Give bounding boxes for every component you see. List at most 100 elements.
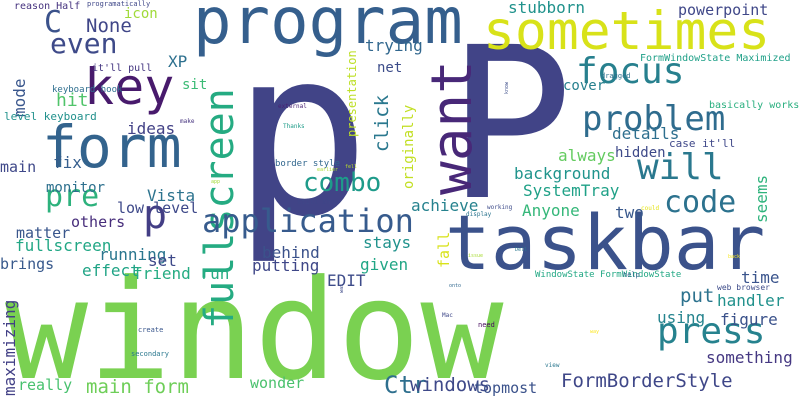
cloud-word: P <box>447 2 574 247</box>
cloud-word: monitor <box>46 180 106 196</box>
cloud-word: pre <box>45 179 100 214</box>
cloud-word: press <box>657 311 766 352</box>
cloud-word: it'll pull <box>92 63 153 74</box>
cloud-word: hidden <box>615 145 666 161</box>
cloud-word: back <box>728 254 741 260</box>
cloud-word: SystemTray <box>523 181 620 200</box>
cloud-word: main <box>0 158 37 176</box>
cloud-word: put <box>680 285 715 307</box>
cloud-word: web browser <box>717 283 770 292</box>
cloud-word: fix <box>53 153 82 172</box>
cloud-word: could <box>641 205 660 212</box>
cloud-word: Vista <box>147 186 196 205</box>
cloud-word: onto <box>449 283 462 289</box>
cloud-word: C <box>44 5 63 40</box>
cloud-word: behind <box>262 243 320 262</box>
cloud-word: FormWindowState Maximized <box>640 53 791 64</box>
cloud-word: combo <box>303 168 382 198</box>
cloud-word: reason Half <box>14 1 81 12</box>
cloud-word: really <box>18 376 73 394</box>
cloud-word: even <box>50 27 118 60</box>
cloud-word: Dell <box>515 247 528 253</box>
cloud-word: level keyboard <box>4 110 97 123</box>
cloud-word: topmost <box>474 379 538 397</box>
cloud-word: fell <box>345 164 358 170</box>
cloud-word: given <box>360 255 409 274</box>
cloud-word: fullscreen <box>15 236 112 255</box>
cloud-word: maximizing <box>0 299 19 396</box>
cloud-word: p <box>143 192 168 238</box>
cloud-word: windows <box>410 374 491 396</box>
cloud-word: help <box>623 271 640 279</box>
cloud-word: figure <box>720 310 778 329</box>
cloud-word: EDIT <box>327 271 366 290</box>
cloud-word: presentation <box>345 50 359 137</box>
cloud-word: need <box>478 321 495 329</box>
cloud-word: taskbar <box>445 198 766 287</box>
cloud-word: working <box>487 204 513 211</box>
cloud-word: friend run <box>133 264 230 283</box>
cloud-word: case it'll <box>669 137 736 150</box>
cloud-word: effect <box>82 261 140 280</box>
cloud-word: something <box>706 348 793 367</box>
cloud-word: know <box>504 81 510 94</box>
cloud-word: programatically <box>87 0 151 8</box>
cloud-word: set <box>148 251 177 270</box>
cloud-word: None <box>86 15 132 37</box>
cloud-word: handler <box>717 291 785 310</box>
cloud-word: background <box>514 164 611 183</box>
cloud-word: powerpoint <box>678 1 769 19</box>
cloud-word: was <box>339 283 345 293</box>
cloud-word: stays <box>363 233 412 252</box>
cloud-word: external <box>278 103 307 110</box>
cloud-word: putting <box>252 256 320 275</box>
cloud-word: using <box>657 308 706 327</box>
cloud-word: ideas <box>127 119 176 138</box>
cloud-word: view <box>545 362 560 369</box>
cloud-word: others <box>71 213 126 231</box>
cloud-word: Mac <box>442 312 453 319</box>
cloud-word: Ctr <box>384 371 428 399</box>
cloud-word: secondary <box>131 350 169 358</box>
cloud-word: XP <box>168 52 188 71</box>
cloud-word: window <box>5 250 504 400</box>
cloud-word: details <box>612 124 680 143</box>
cloud-word: seems <box>752 174 771 223</box>
cloud-word: click <box>371 94 393 152</box>
cloud-word: p <box>232 1 371 268</box>
cloud-word: hit <box>56 90 89 111</box>
cloud-word: FormBorderStyle <box>561 370 733 392</box>
cloud-word: key <box>84 58 175 116</box>
cloud-word: icon <box>124 6 158 22</box>
cloud-word: make <box>180 118 195 125</box>
cloud-word: earlier <box>317 167 339 173</box>
cloud-word: form <box>42 113 182 181</box>
cloud-word: border style <box>275 159 341 169</box>
cloud-word: WindowState FormWindowState <box>535 270 682 280</box>
cloud-word: want <box>420 60 485 195</box>
cloud-word: problem <box>582 99 726 139</box>
cloud-word: code <box>664 185 737 220</box>
cloud-word: way <box>590 329 600 335</box>
cloud-word: basically works <box>709 100 800 111</box>
cloud-word: stubborn <box>508 0 586 17</box>
cloud-word: always <box>558 146 616 165</box>
cloud-word: focus <box>576 51 685 92</box>
cloud-word: matter <box>16 224 71 242</box>
cloud-word: app <box>211 179 221 185</box>
cloud-word: Thanks <box>283 123 305 130</box>
cloud-word: time <box>741 268 780 287</box>
cloud-word: create <box>138 326 164 334</box>
cloud-word: program <box>193 0 463 59</box>
cloud-word: keyboard hook <box>52 85 123 95</box>
cloud-word: issue <box>468 253 484 259</box>
cloud-word: brings <box>0 255 55 273</box>
cloud-word: running <box>99 245 167 264</box>
cloud-word: net <box>377 60 403 76</box>
cloud-word: two <box>615 203 644 222</box>
cloud-word: low level <box>117 199 199 217</box>
cloud-word: application <box>202 202 414 240</box>
cloud-word: dragged <box>601 72 631 80</box>
cloud-word: sit <box>182 77 208 93</box>
